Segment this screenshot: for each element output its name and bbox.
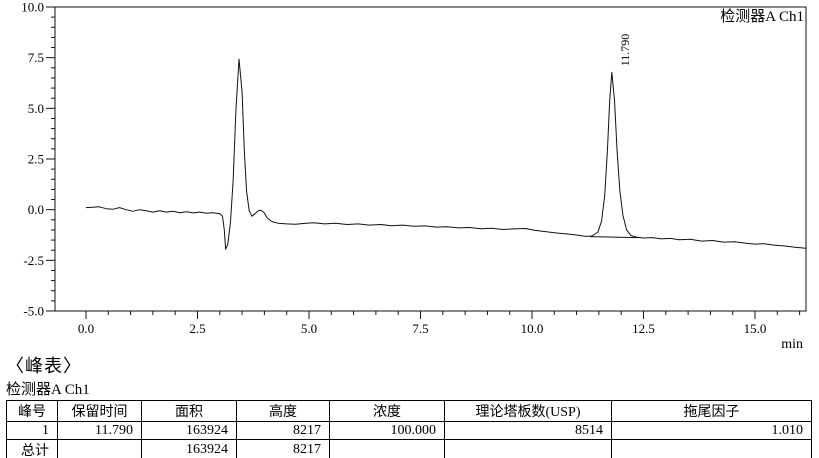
cell-theoretical-plates: 8514 (444, 421, 612, 440)
cell-peak-no: 1 (6, 421, 58, 440)
x-tick-label: 2.5 (189, 321, 205, 336)
plot-frame (54, 6, 807, 312)
table-row-total: 总计 163924 8217 (6, 439, 812, 458)
y-tick-label: -5.0 (23, 304, 44, 319)
peak-table-section-title: 〈峰表〉 (6, 356, 82, 376)
chromatogram-chart: -5.0 -2.5 0.0 2.5 5.0 7.5 10.0 0.0 2.5 5.0 7.5 10.0… (21, 0, 807, 352)
col-header-height: 高度 (236, 400, 330, 422)
cell-height: 8217 (236, 421, 330, 440)
x-tick-label: 12.5 (632, 321, 655, 336)
y-axis-tick-labels: -5.0 -2.5 0.0 2.5 5.0 7.5 10.0 (21, 0, 44, 319)
peak-table-detector-label: 检测器A Ch1 (6, 382, 90, 398)
y-tick-label: 10.0 (21, 0, 44, 15)
cell-total-label: 总计 (6, 439, 58, 458)
cell-total-tailing-factor (611, 439, 812, 458)
col-header-theoretical-plates: 理论塔板数(USP) (444, 400, 612, 422)
peak-retention-label: 11.790 (618, 34, 632, 67)
cell-total-height: 8217 (236, 439, 330, 458)
y-axis-ticks (46, 6, 55, 312)
cell-retention-time: 11.790 (57, 421, 142, 440)
y-tick-label: 5.0 (28, 101, 44, 116)
y-tick-label: 2.5 (28, 152, 44, 167)
cell-total-theoretical-plates (444, 439, 612, 458)
col-header-tailing-factor: 拖尾因子 (611, 400, 812, 422)
col-header-retention-time: 保留时间 (57, 400, 142, 422)
peak-table: 峰号 保留时间 面积 高度 浓度 理论塔板数(USP) 拖尾因子 1 11.79… (6, 400, 812, 458)
x-tick-label: 5.0 (301, 321, 317, 336)
y-tick-label: 7.5 (28, 50, 44, 65)
y-tick-label: 0.0 (28, 202, 44, 217)
cell-total-area: 163924 (141, 439, 237, 458)
table-row-peak-1: 1 11.790 163924 8217 100.000 8514 1.010 (6, 421, 812, 440)
y-tick-label: -2.5 (23, 253, 44, 268)
x-tick-label: 7.5 (412, 321, 428, 336)
col-header-concentration: 浓度 (329, 400, 445, 422)
x-tick-label: 0.0 (78, 321, 94, 336)
peak-table-header-row: 峰号 保留时间 面积 高度 浓度 理论塔板数(USP) 拖尾因子 (6, 400, 812, 422)
cell-total-retention-time (57, 439, 142, 458)
x-axis-ticks (85, 311, 801, 319)
cell-concentration: 100.000 (329, 421, 445, 440)
integration-baseline (589, 236, 640, 239)
cell-tailing-factor: 1.010 (611, 421, 812, 440)
x-axis-unit-label: min (781, 337, 803, 352)
cell-area: 163924 (141, 421, 237, 440)
col-header-area: 面积 (141, 400, 237, 422)
x-tick-label: 15.0 (744, 321, 767, 336)
x-tick-label: 10.0 (521, 321, 544, 336)
detector-channel-label: 检测器A Ch1 (720, 8, 804, 25)
x-axis-tick-labels: 0.0 2.5 5.0 7.5 10.0 12.5 15.0 (78, 321, 767, 336)
col-header-peak-no: 峰号 (6, 400, 58, 422)
chromatogram-trace (85, 58, 806, 250)
cell-total-concentration (329, 439, 445, 458)
